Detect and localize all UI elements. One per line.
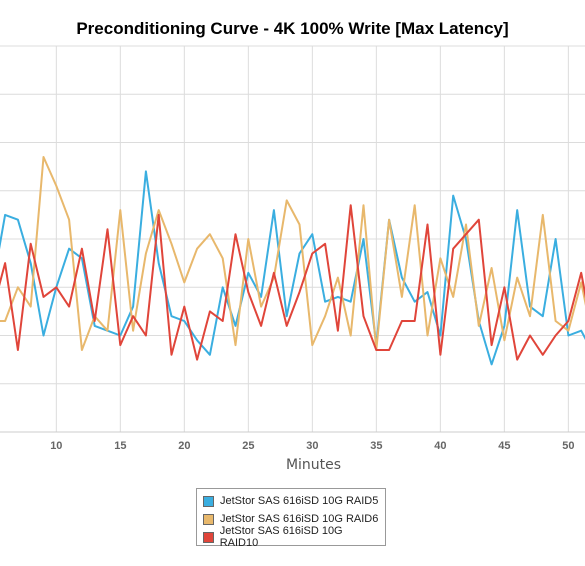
series-lines — [0, 156, 585, 366]
legend-item: JetStor SAS 616iSD 10G RAID10 — [203, 525, 379, 549]
legend-item: JetStor SAS 616iSD 10G RAID6 — [203, 510, 379, 528]
series-line-2 — [0, 156, 585, 351]
legend-item: JetStor SAS 616iSD 10G RAID5 — [203, 492, 379, 510]
legend-label: JetStor SAS 616iSD 10G RAID10 — [219, 525, 343, 549]
legend-swatch — [203, 495, 214, 507]
x-tick-label: 20 — [178, 440, 190, 452]
x-tick-label: 25 — [242, 440, 254, 452]
chart-legend: JetStor SAS 616iSD 10G RAID5 JetStor SAS … — [196, 488, 386, 549]
x-tick-label: 15 — [114, 440, 126, 452]
legend-swatch — [203, 531, 214, 543]
x-tick-labels: 10 15 20 25 30 35 40 45 50 — [50, 440, 574, 452]
legend-swatch — [203, 513, 214, 525]
grid-lines — [0, 45, 585, 433]
legend-label: JetStor SAS 616iSD 10G RAID6 — [220, 513, 379, 525]
x-tick-label: 40 — [434, 440, 446, 452]
legend-label: JetStor SAS 616iSD 10G RAID5 — [220, 495, 379, 507]
chart-title: Preconditioning Curve - 4K 100% Write [M… — [76, 19, 509, 38]
x-tick-label: 10 — [50, 440, 62, 452]
x-tick-label: 30 — [306, 440, 318, 452]
series-line-3 — [0, 204, 585, 361]
x-axis-label: Minutes — [285, 457, 342, 473]
x-tick-label: 50 — [562, 440, 574, 452]
x-tick-label: 35 — [370, 440, 382, 452]
x-tick-label: 45 — [498, 440, 510, 452]
